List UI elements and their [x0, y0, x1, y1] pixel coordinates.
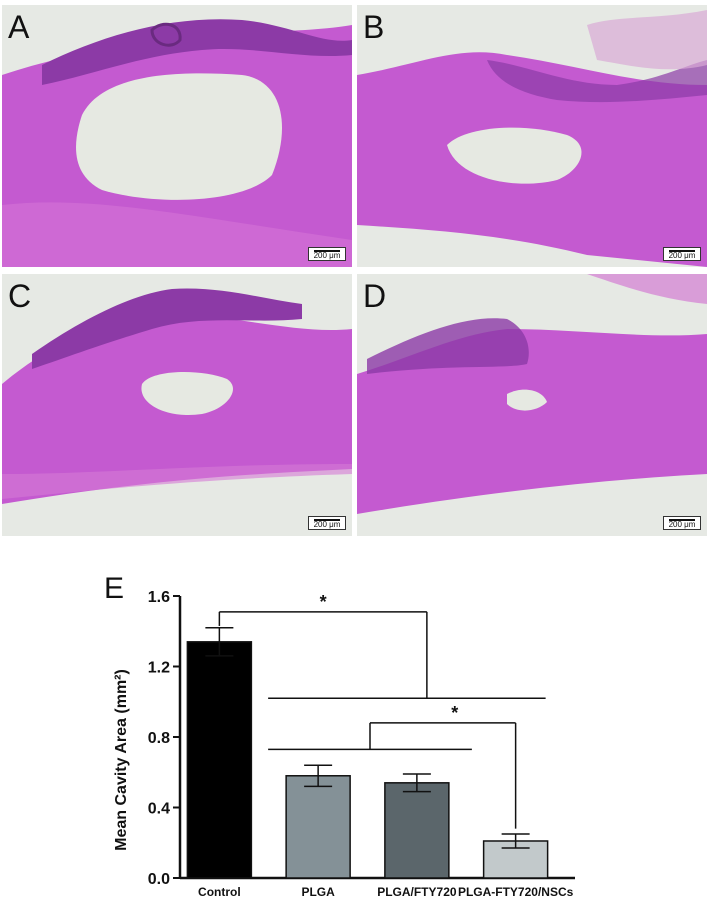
- tissue-image-d: [357, 274, 707, 514]
- bar-1: [285, 775, 351, 879]
- x-tick-label: Control: [198, 885, 241, 899]
- x-tick-label: PLGA/FTY720: [377, 885, 457, 899]
- scale-bar-d: 200 μm: [663, 516, 701, 530]
- x-tick-label: PLGA-FTY720/NSCs: [458, 885, 574, 899]
- panel-label-e: E: [104, 572, 124, 605]
- panel-label-a: A: [8, 9, 30, 45]
- tissue-image-b: [357, 10, 707, 267]
- scale-bar-a: 200 μm: [308, 247, 346, 261]
- y-tick-label: 0.8: [148, 730, 170, 747]
- panel-label-b: B: [363, 9, 385, 45]
- significance-star-2: *: [451, 703, 458, 723]
- scale-bar-c: 200 μm: [308, 516, 346, 530]
- tissue-image-c: [2, 288, 352, 504]
- histology-panel-c: C 200 μm: [2, 274, 352, 536]
- bar-3: [482, 840, 549, 879]
- bar-0: [186, 641, 253, 879]
- histology-panel-a: A 200 μm: [2, 5, 352, 267]
- y-tick-label: 1.6: [148, 589, 170, 606]
- bar-2: [384, 782, 450, 879]
- scale-bar-b: 200 μm: [663, 247, 701, 261]
- y-tick-label: 1.2: [148, 660, 170, 677]
- histology-panel-b: B 200 μm: [357, 5, 707, 267]
- histology-panel-d: D 200 μm: [357, 274, 707, 536]
- x-tick-label: PLGA: [301, 885, 335, 899]
- cavity-area-bar-chart: E Mean Cavity Area (mm²) 0.0 0.4 0.8 1.2 1.6…: [104, 572, 575, 899]
- y-tick-label: 0.4: [148, 801, 170, 818]
- panel-label-c: C: [8, 278, 32, 314]
- y-axis-title: Mean Cavity Area (mm²): [113, 669, 130, 851]
- panel-label-d: D: [363, 278, 387, 314]
- significance-star-1: *: [320, 592, 327, 612]
- tissue-image-a: [2, 19, 352, 267]
- y-tick-label: 0.0: [148, 871, 170, 888]
